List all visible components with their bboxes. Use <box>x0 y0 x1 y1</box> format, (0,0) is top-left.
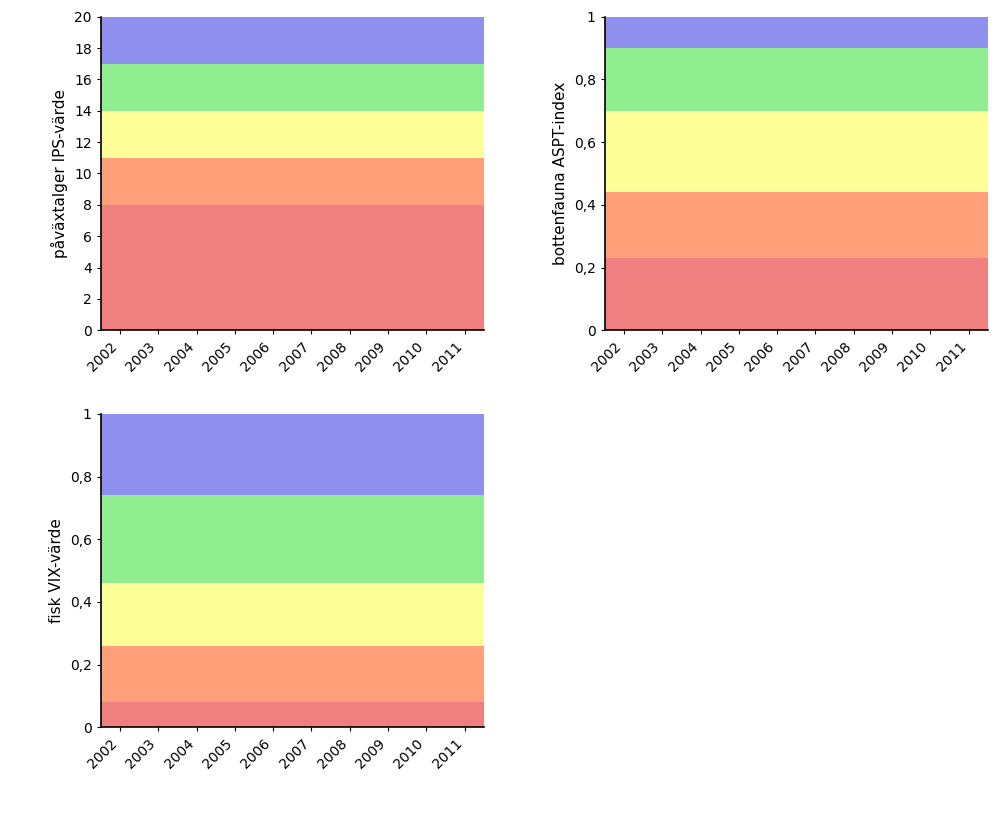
Bar <box>101 414 484 495</box>
Bar <box>101 158 484 205</box>
Y-axis label: fisk VIX-värde: fisk VIX-värde <box>49 518 65 623</box>
Bar <box>605 192 988 258</box>
Y-axis label: bottenfauna ASPT-index: bottenfauna ASPT-index <box>553 82 569 265</box>
Bar <box>605 258 988 330</box>
Bar <box>101 495 484 584</box>
Bar <box>101 645 484 702</box>
Bar <box>605 17 988 48</box>
Bar <box>101 17 484 64</box>
Y-axis label: påväxtalger IPS-värde: påväxtalger IPS-värde <box>51 89 69 258</box>
Bar <box>101 64 484 111</box>
Bar <box>101 111 484 158</box>
Bar <box>605 48 988 111</box>
Bar <box>101 584 484 645</box>
Bar <box>101 205 484 330</box>
Bar <box>605 111 988 192</box>
Bar <box>101 702 484 727</box>
